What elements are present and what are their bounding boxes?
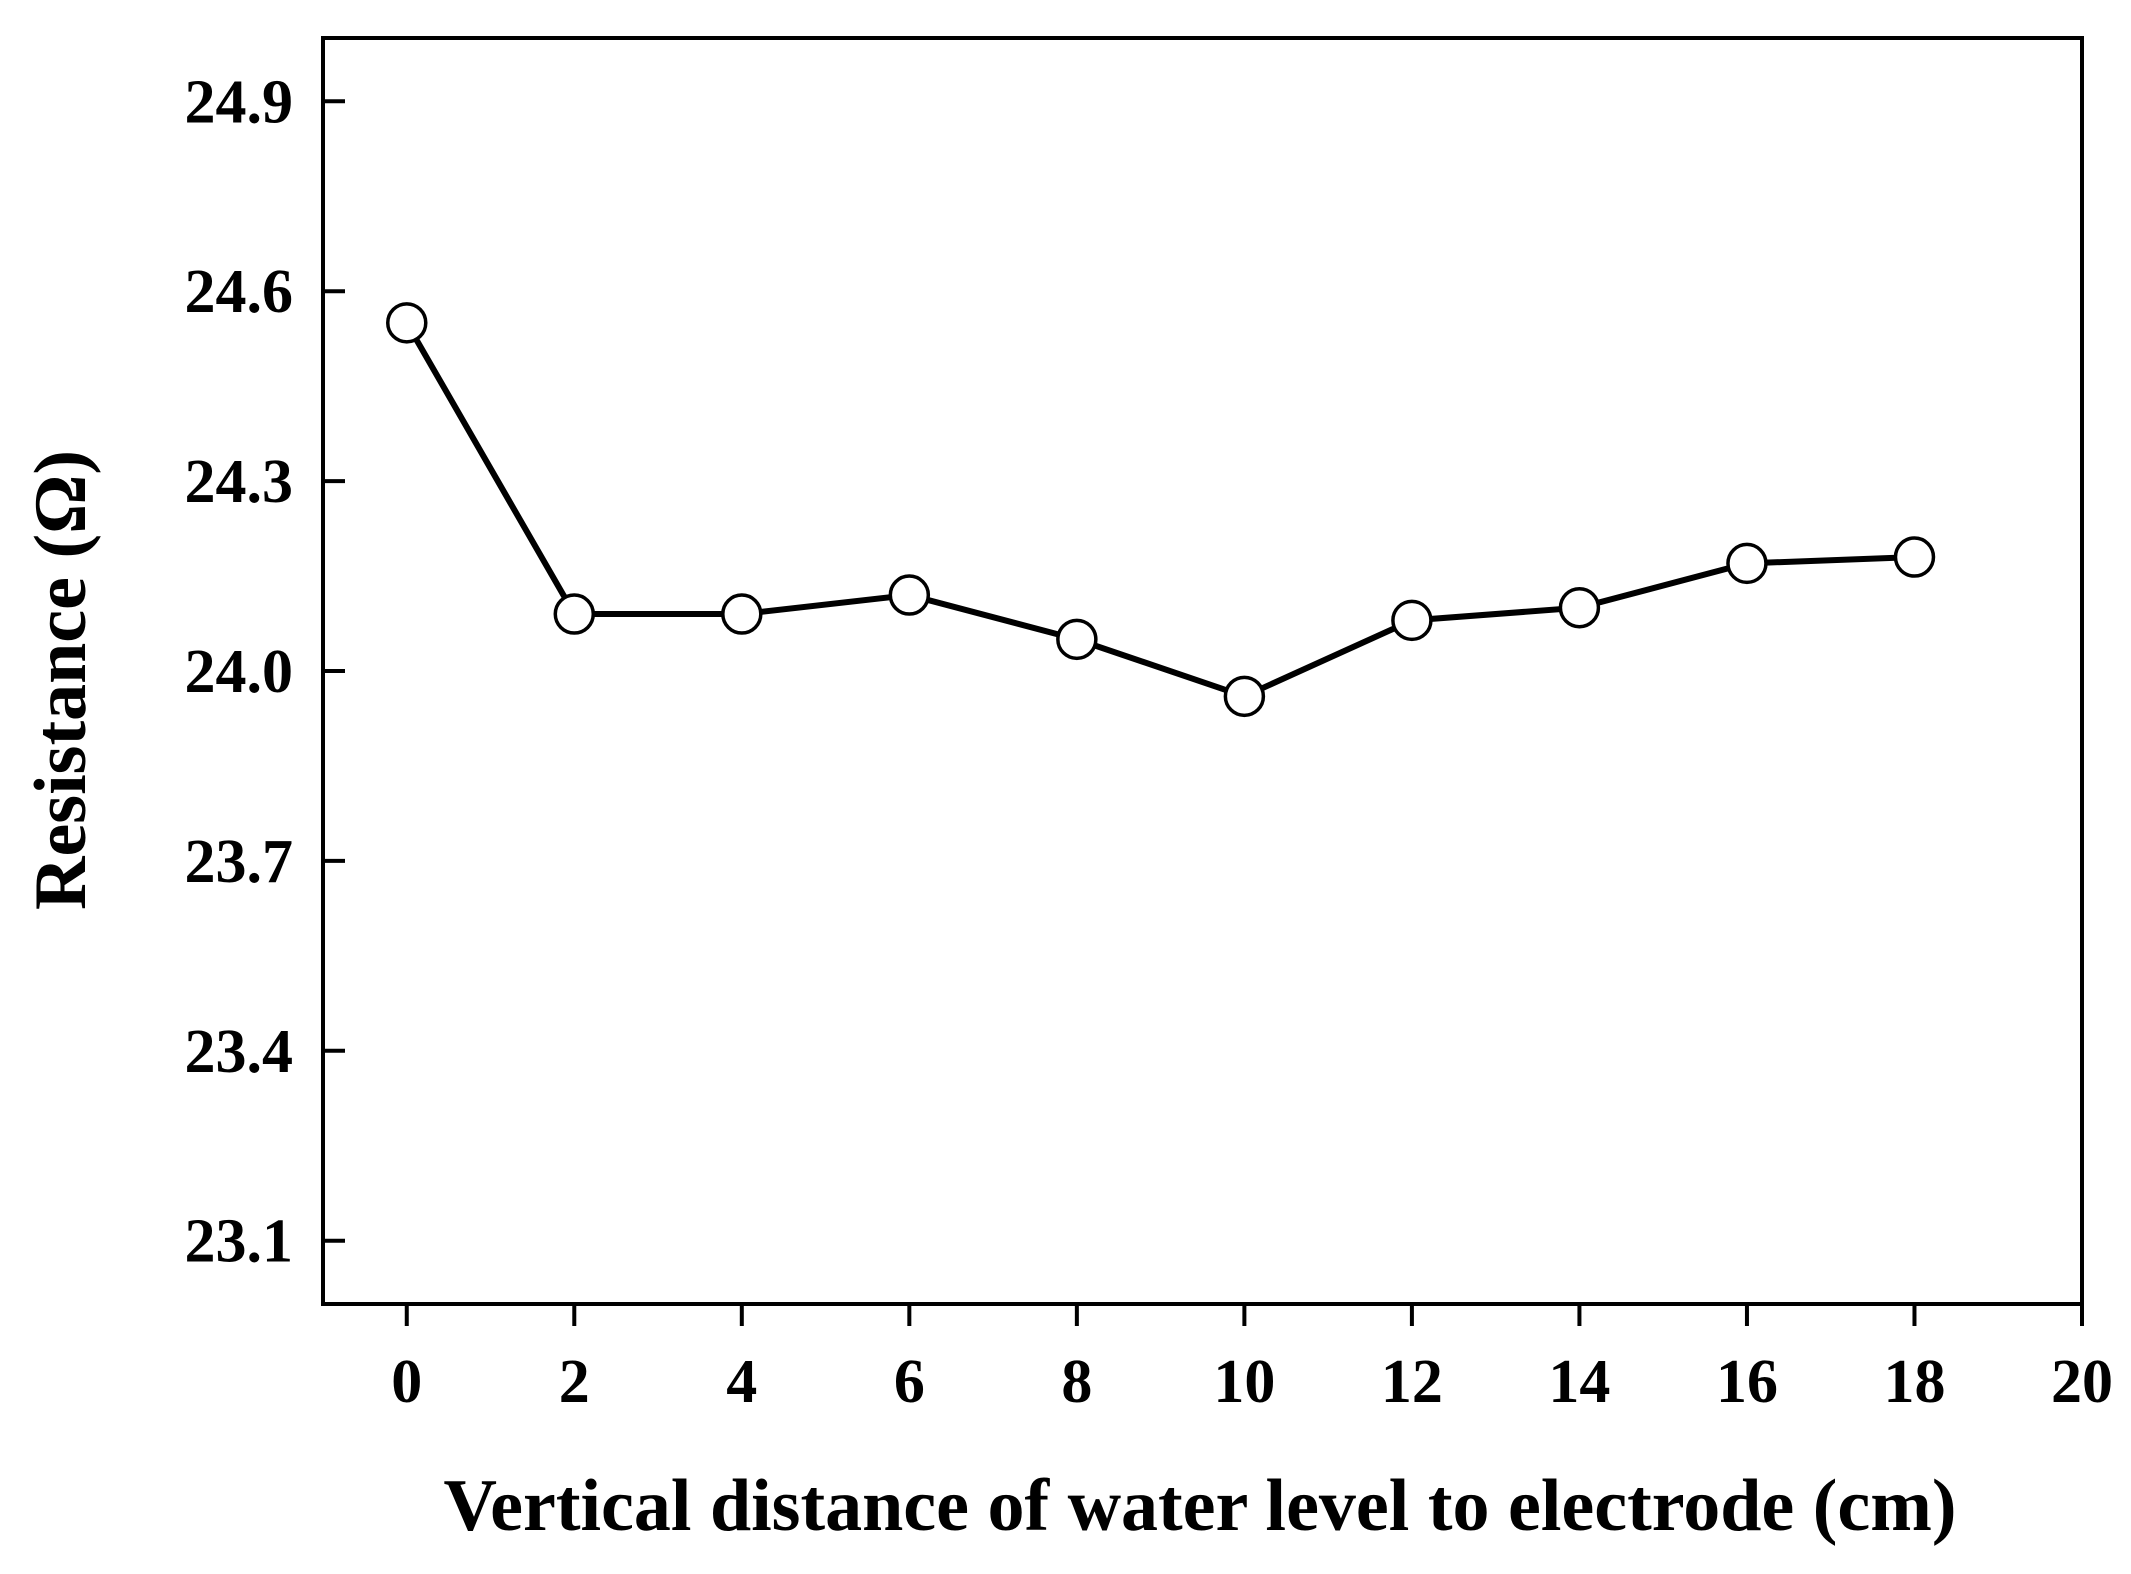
y-tick-label: 24.9 xyxy=(185,68,294,136)
x-tick-label: 8 xyxy=(1061,1348,1092,1416)
x-tick-label: 16 xyxy=(1716,1348,1778,1416)
x-tick-label: 4 xyxy=(726,1348,757,1416)
data-point xyxy=(721,593,763,635)
x-tick-label: 2 xyxy=(559,1348,590,1416)
data-point xyxy=(1726,542,1768,585)
y-tick-label: 24.6 xyxy=(185,258,294,326)
data-point xyxy=(1558,586,1601,629)
data-point xyxy=(386,302,428,344)
y-tick-label: 23.4 xyxy=(185,1018,294,1086)
x-tick-label: 0 xyxy=(391,1348,422,1416)
x-tick-label: 18 xyxy=(1883,1348,1945,1416)
data-point xyxy=(1893,536,1936,578)
y-tick-label: 23.1 xyxy=(185,1208,294,1276)
data-point xyxy=(1391,599,1433,642)
data-point xyxy=(888,574,931,616)
x-tick-label: 10 xyxy=(1213,1348,1275,1416)
data-point xyxy=(553,593,596,635)
y-tick-label: 24.0 xyxy=(185,638,294,706)
plot-frame xyxy=(321,36,2084,1306)
x-tick-label: 12 xyxy=(1381,1348,1443,1416)
series-line xyxy=(404,321,1915,700)
x-tick-label: 6 xyxy=(894,1348,925,1416)
x-tick-label: 20 xyxy=(2051,1348,2113,1416)
data-point xyxy=(1056,618,1098,661)
y-tick-label: 23.7 xyxy=(185,828,294,896)
y-tick-label: 24.3 xyxy=(185,448,294,516)
y-axis-title: Resistance (Ω) xyxy=(20,450,102,910)
x-axis-title: Vertical distance of water level to elec… xyxy=(444,1465,1957,1547)
data-point xyxy=(1223,675,1266,718)
x-tick-label: 14 xyxy=(1548,1348,1610,1416)
